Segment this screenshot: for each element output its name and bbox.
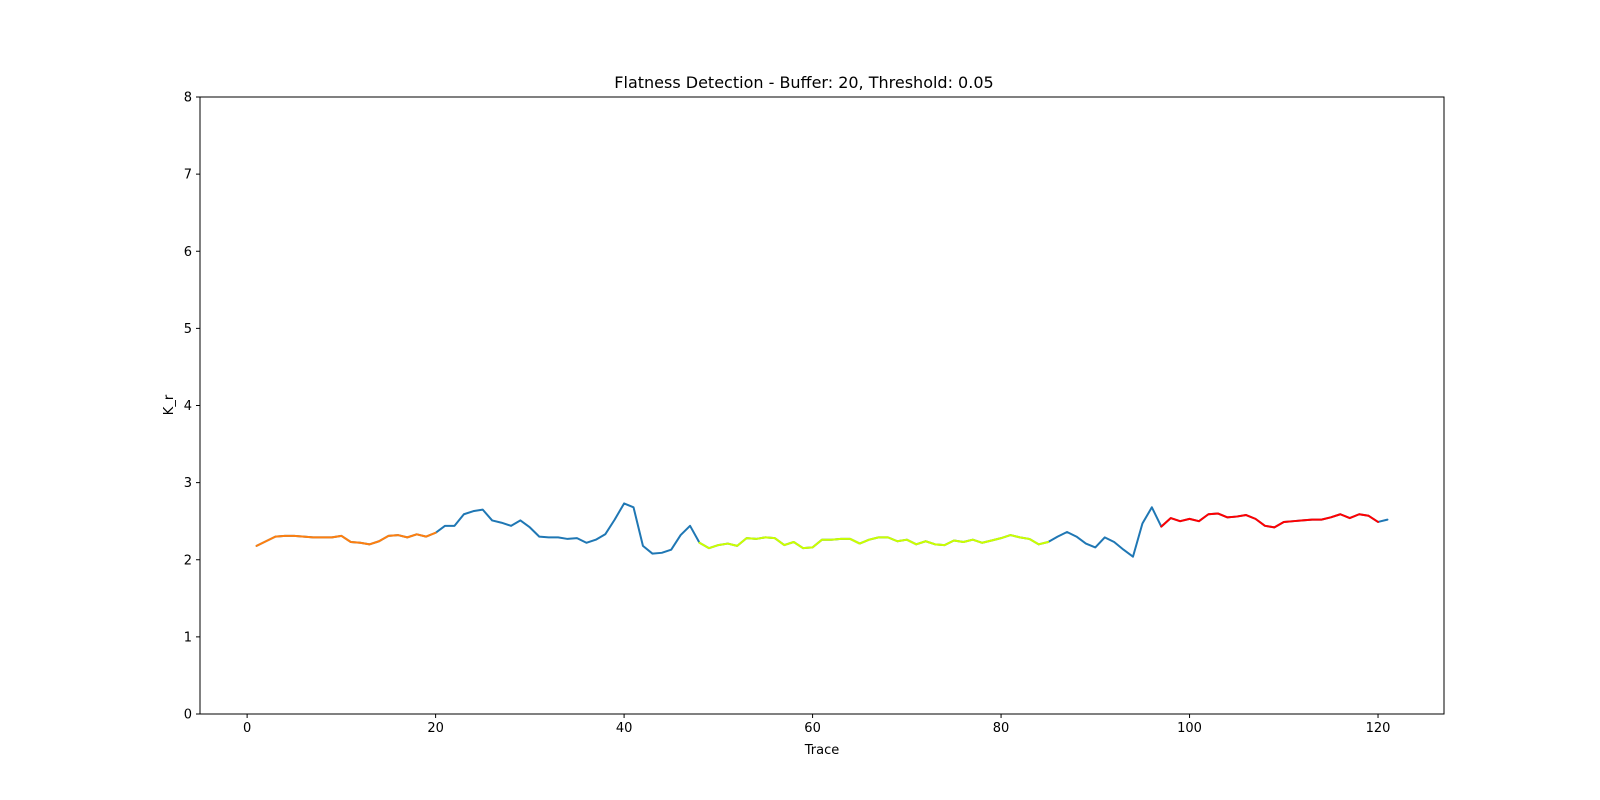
x-tick-label: 80 — [993, 721, 1010, 736]
y-tick-label: 6 — [184, 245, 192, 260]
y-tick-label: 0 — [184, 708, 192, 723]
y-tick-label: 5 — [184, 322, 192, 337]
y-tick-label: 3 — [184, 476, 192, 491]
series-line-2 — [255, 531, 437, 547]
plot-frame — [199, 96, 1445, 715]
y-tick-label: 2 — [184, 553, 192, 568]
x-tick-label: 120 — [1366, 721, 1391, 736]
axis-ticks: 0 20 40 60 80 100 120 0 1 2 3 4 5 6 7 8 — [184, 91, 1391, 737]
series-line-4 — [1160, 512, 1380, 529]
x-tick-label: 0 — [243, 721, 251, 736]
series-line-1 — [255, 502, 1389, 558]
y-tick-label: 4 — [184, 399, 192, 414]
x-tick-label: 20 — [427, 721, 444, 736]
chart-title: Flatness Detection - Buffer: 20, Thresho… — [614, 73, 993, 92]
y-axis-label: K_r — [162, 394, 177, 415]
series-layer — [255, 502, 1389, 558]
series-line-3 — [698, 534, 1050, 550]
x-axis-label: Trace — [804, 743, 840, 758]
x-tick-label: 60 — [804, 721, 821, 736]
y-tick-label: 7 — [184, 168, 192, 183]
x-tick-label: 100 — [1177, 721, 1202, 736]
y-tick-label: 1 — [184, 630, 192, 645]
y-tick-label: 8 — [184, 91, 192, 106]
x-tick-label: 40 — [616, 721, 633, 736]
